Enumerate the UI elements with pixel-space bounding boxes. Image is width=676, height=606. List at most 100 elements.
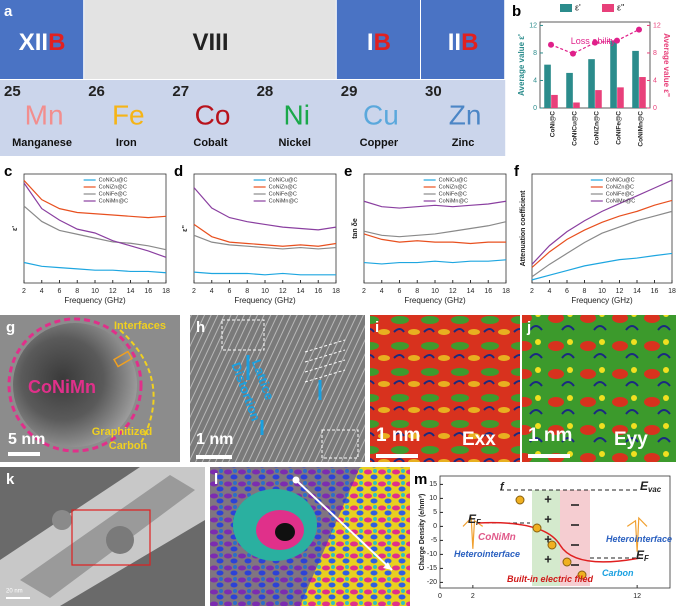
x-tick-label: 8 (245, 288, 249, 295)
group-letter: B (461, 29, 478, 56)
panel-label: g (6, 319, 15, 336)
element-name: Iron (116, 137, 137, 149)
series-line (23, 205, 167, 251)
series-line (363, 221, 507, 238)
panel-label: a (4, 3, 13, 20)
plot-frame (531, 173, 673, 284)
series-line (193, 271, 336, 276)
annotation: EF (636, 548, 649, 563)
band-bending (477, 521, 641, 563)
plot-frame (539, 21, 651, 109)
annotation-sub: vac (648, 485, 662, 494)
annotation: Heterointerface (454, 549, 520, 559)
y-axis-label: ε' (12, 226, 19, 231)
strain-map-i: 1 nm Exx (370, 315, 520, 462)
legend-swatch (560, 4, 572, 12)
hrtem-image-h: Lattice Distortion 1 nm (190, 315, 365, 462)
group-label: XIIB (19, 29, 66, 56)
atomic-number: 26 (88, 83, 105, 100)
annotation: Built-in electric filed (507, 574, 594, 584)
legend-swatch (602, 4, 614, 12)
series-line (23, 182, 167, 258)
bar (573, 102, 580, 108)
x-tick-label: 10 (261, 288, 269, 295)
x-tick-label: 18 (502, 288, 510, 295)
x-tick-label: 8 (415, 288, 419, 295)
legend-label: CoNiMn@C (439, 198, 468, 204)
legend-label: CoNiMn@C (99, 198, 128, 204)
group-letter: B (374, 29, 391, 56)
panel-label: d (174, 163, 183, 180)
legend-label: CoNiCu@C (606, 177, 635, 183)
y-axis-label: Average value ε' (517, 34, 526, 96)
x-tick-label: 2 (22, 288, 26, 295)
x-tick-label: 6 (228, 288, 232, 295)
y-tick-label: -15 (427, 565, 437, 572)
y-tick-label: 0 (533, 105, 537, 112)
y-axis-label: Charge Density (e/nm³) (419, 494, 426, 571)
tem-image-g: CoNiMn Interfaces Graphitized Carbon 5 n… (0, 315, 180, 462)
scale-label: 5 nm (8, 431, 45, 448)
x-tick-label: 14 (297, 288, 305, 295)
image-label: Eyy (614, 429, 648, 450)
legend-label: CoNiZn@C (606, 184, 634, 190)
x-tick-label: 14 (127, 288, 135, 295)
y-tick-label: 0 (433, 523, 437, 530)
panel-label: e (344, 163, 352, 180)
y-tick-label: -10 (427, 551, 437, 558)
annotation-text: f (500, 481, 505, 493)
legend-label: CoNiFe@C (606, 191, 634, 197)
image-label: Graphitized (92, 426, 153, 438)
series-line (363, 233, 506, 245)
tem-image-k: 20 nm (0, 467, 205, 606)
x-tick-label: 8 (583, 288, 587, 295)
series-line (193, 187, 337, 231)
plot-frame (363, 173, 507, 284)
y-tick-label: 15 (429, 481, 437, 488)
x-tick-label: 4 (548, 288, 552, 295)
electron (577, 570, 587, 580)
element-name: Zinc (452, 137, 475, 149)
panel-label: c (4, 163, 12, 180)
panel-label: l (214, 471, 218, 488)
annotation: Evac (640, 479, 662, 494)
holography-map-l (210, 467, 410, 606)
legend-label: ε' (575, 2, 581, 12)
x-axis-label: Frequency (GHz) (64, 296, 126, 305)
x-tick-label: 12 (449, 288, 457, 295)
x-tick-label: 10 (598, 288, 606, 295)
element-name: Copper (360, 137, 399, 149)
legend-label: CoNiFe@C (269, 191, 297, 197)
x-tick-label: 12 (279, 288, 287, 295)
atomic-number: 29 (341, 83, 358, 100)
bar (544, 64, 551, 108)
atomic-number: 28 (257, 83, 274, 100)
annotation: Carbon (602, 568, 634, 578)
charge-plus: + (544, 491, 552, 506)
annotation-text: Heterointerface (454, 549, 520, 559)
electron (515, 495, 525, 505)
x-tick-label: 16 (484, 288, 492, 295)
y-axis-label: Attenuation coefficient (520, 190, 527, 267)
element-symbol: Fe (112, 99, 145, 130)
x-tick-label: 4 (40, 288, 44, 295)
series-line (531, 179, 673, 265)
bar (551, 94, 558, 108)
x-tick-label: 12 (633, 593, 641, 600)
annotation: CoNiMn (478, 532, 516, 543)
image-label: Interfaces (114, 320, 166, 332)
x-tick-label: CoNiZn@C (594, 111, 601, 145)
annotation: f (500, 481, 505, 493)
element-symbol: Cu (363, 99, 399, 130)
x-tick-label: 6 (398, 288, 402, 295)
x-tick-label: 2 (530, 288, 534, 295)
bar (610, 40, 617, 108)
plot-frame (193, 173, 337, 284)
x-tick-label: 16 (651, 288, 659, 295)
panel-label: f (514, 163, 520, 180)
image-label: Exx (462, 429, 496, 450)
series-line (363, 259, 507, 265)
annotation-text: E (468, 512, 477, 526)
x-axis-label: Frequency (GHz) (571, 296, 633, 305)
bar (617, 87, 624, 108)
